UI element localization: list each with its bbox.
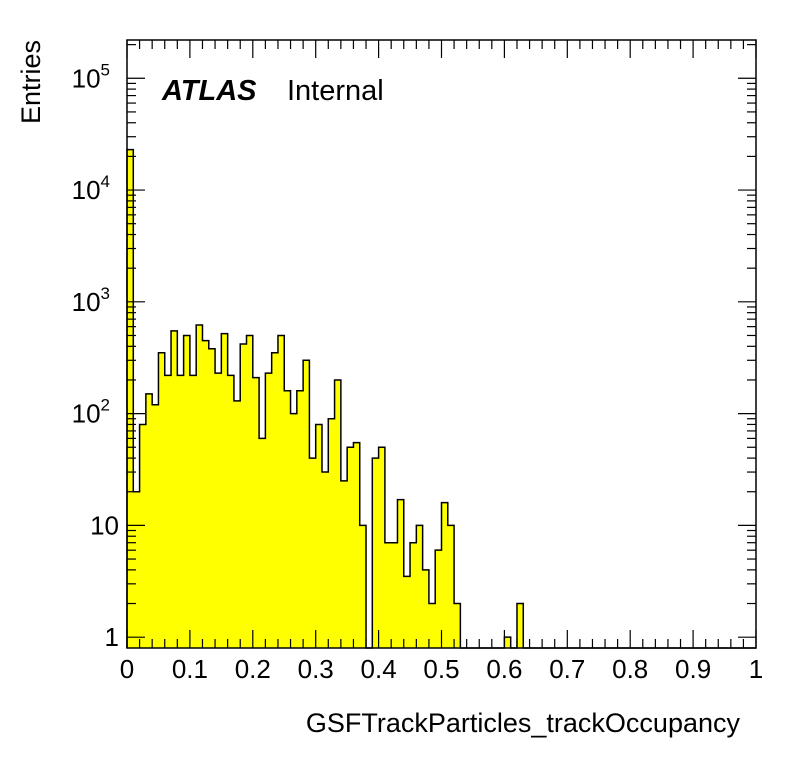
x-tick-label: 0.9 [675,654,711,684]
histogram-bar [441,502,449,648]
histogram-bar [145,393,153,648]
histogram-bar [416,525,424,648]
histogram-bar [384,542,392,648]
histogram-bars [127,149,524,648]
x-tick-label: 0.8 [612,654,648,684]
x-tick-label: 0.3 [298,654,334,684]
histogram-bar [183,335,191,648]
histogram-bar [435,550,442,648]
histogram-bar [296,390,304,648]
x-tick-label: 0.2 [235,654,271,684]
histogram-bar [340,480,348,648]
histogram-bar [177,375,185,648]
histogram-bar [202,340,210,648]
x-tick-label: 1 [749,654,763,684]
histogram-bar [309,458,317,648]
histogram-bar [328,418,335,648]
y-tick-label: 102 [72,396,110,429]
histogram-bar [221,333,229,648]
histogram-bar [265,373,273,648]
histogram-bar [403,576,411,648]
atlas-label: ATLAS [161,75,257,107]
histogram-bar [516,603,524,648]
histogram-bar [152,404,159,648]
histogram-bar [139,424,147,648]
y-axis-ticks [127,44,756,638]
histogram-bar [259,438,266,648]
histogram-bar [359,525,367,648]
histogram-bar [372,458,379,648]
histogram-bar [196,325,203,648]
histogram-bar [504,637,512,648]
x-axis-ticks [126,40,757,648]
histogram-bar [290,413,298,648]
histogram-bar [171,330,178,648]
histogram-bar [246,335,254,648]
histogram-bar [397,499,405,648]
histogram-bar [284,390,291,648]
histogram-bar [347,447,354,648]
x-axis-tick-labels: 0 0.1 0.2 0.3 0.4 0.5 0.6 0.7 0.8 0.9 1 [120,654,763,684]
y-tick-label: 103 [72,284,110,317]
histogram-bar [303,360,310,648]
y-tick-label: 10 [90,510,119,540]
histogram-bar [208,348,216,648]
histogram-bar [391,542,398,648]
histogram-bar [215,373,222,648]
histogram-bar [158,352,166,648]
histogram-bar [353,442,361,648]
histogram-bar [277,335,285,648]
histogram-bar [164,375,172,648]
x-axis-title: GSFTrackParticles_trackOccupancy [306,708,741,738]
y-tick-label: 1 [105,622,119,652]
histogram-bar [454,603,461,648]
histogram-bar [240,343,247,648]
y-tick-label: 105 [72,60,110,93]
histogram-bar [321,472,329,648]
histogram-bar [133,491,140,648]
histogram-bar [378,447,386,648]
y-axis-title: Entries [16,40,46,124]
histogram-bar [233,400,241,648]
histogram-bar [334,379,342,648]
x-tick-label: 0 [120,654,134,684]
internal-label: Internal [287,75,384,107]
x-tick-label: 0.5 [423,654,459,684]
histogram-bar [271,352,279,648]
histogram-bar [227,375,235,648]
y-axis-tick-labels: 1 10 102 103 104 105 [72,60,119,652]
histogram-bar [315,424,323,648]
histogram-bar [410,542,417,648]
y-tick-label: 104 [72,172,110,205]
histogram-bar [127,149,134,648]
histogram-bar [447,525,455,648]
x-tick-label: 0.6 [486,654,522,684]
histogram-bar [189,375,197,648]
x-tick-label: 0.1 [172,654,208,684]
x-tick-label: 0.7 [549,654,585,684]
histogram-bar [252,377,260,648]
histogram-bar [422,569,430,648]
x-tick-label: 0.4 [361,654,397,684]
histogram-bar [428,603,436,648]
